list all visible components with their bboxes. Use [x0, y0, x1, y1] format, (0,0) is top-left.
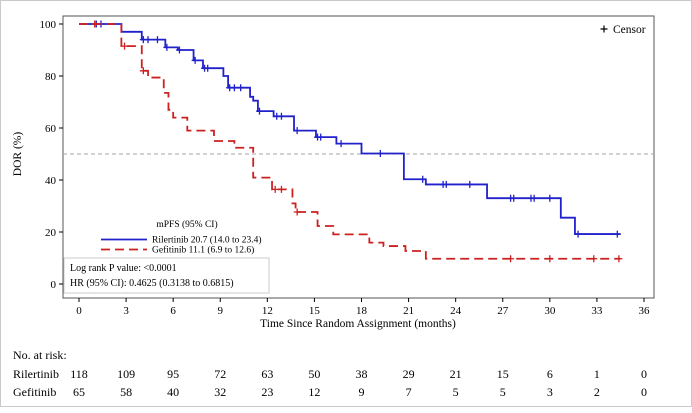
risk-count: 9 — [359, 385, 365, 399]
risk-count: 3 — [547, 385, 553, 399]
censor-marks-gefitinib — [91, 20, 623, 263]
x-tick-label: 36 — [639, 305, 651, 317]
censor-plus-icon — [600, 25, 608, 33]
risk-count: 15 — [497, 367, 509, 381]
y-tick-label: 60 — [45, 123, 57, 135]
risk-table: No. at risk: Rilertinib 118 109 95 72 63 50 38 2… — [13, 348, 647, 399]
plot-frame — [62, 15, 655, 299]
risk-count: 7 — [406, 385, 412, 399]
x-tick-label: 30 — [544, 305, 556, 317]
risk-count: 21 — [450, 367, 462, 381]
x-tick-label: 0 — [76, 305, 82, 317]
risk-count: 2 — [594, 385, 600, 399]
x-tick-label: 18 — [356, 305, 368, 317]
y-tick-label: 20 — [45, 227, 57, 239]
risk-count: 58 — [120, 385, 132, 399]
risk-count: 32 — [214, 385, 226, 399]
risk-count: 12 — [308, 385, 320, 399]
x-tick-label: 12 — [262, 305, 273, 317]
risk-rows-layer: Rilertinib 118 109 95 72 63 50 38 29 21 15 6 1 0Gefit… — [13, 367, 647, 399]
curve-rilertinib — [79, 23, 621, 235]
censor-legend: Censor — [600, 24, 646, 36]
x-tick-label: 21 — [403, 305, 414, 317]
risk-count: 65 — [73, 385, 85, 399]
y-tick-label: 100 — [40, 19, 57, 31]
risk-count: 50 — [308, 367, 320, 381]
curve-gefitinib — [79, 23, 621, 260]
risk-row-label: Rilertinib — [13, 367, 59, 381]
stats-box-border — [63, 257, 270, 294]
x-tick-label: 6 — [170, 305, 176, 317]
risk-count: 72 — [214, 367, 226, 381]
risk-count: 38 — [356, 367, 368, 381]
legend-label-gefitinib: Gefitinib 11.1 (6.9 to 12.6) — [152, 245, 254, 256]
risk-count: 5 — [500, 385, 506, 399]
stats-box: Log rank P value: <0.0001 HR (95% CI): 0… — [63, 257, 270, 294]
y-tick-label: 40 — [45, 175, 57, 187]
risk-count: 40 — [167, 385, 179, 399]
x-tick-label: 33 — [591, 305, 603, 317]
risk-count: 0 — [641, 385, 647, 399]
survival-curves-layer — [79, 20, 623, 263]
x-tick-label: 24 — [450, 305, 462, 317]
risk-count: 6 — [547, 367, 553, 381]
risk-count: 109 — [117, 367, 135, 381]
x-tick-label: 15 — [309, 305, 321, 317]
risk-count: 0 — [641, 367, 647, 381]
x-tick-label: 9 — [218, 305, 224, 317]
censor-marks-rilertinib — [92, 20, 621, 238]
risk-count: 95 — [167, 367, 179, 381]
x-tick-label: 27 — [497, 305, 509, 317]
risk-count: 1 — [594, 367, 600, 381]
y-tick-label: 80 — [45, 71, 57, 83]
y-tick-label: 0 — [51, 279, 57, 291]
risk-count: 5 — [453, 385, 459, 399]
hazard-ratio: HR (95% CI): 0.4625 (0.3138 to 0.6815) — [70, 278, 234, 289]
risk-count: 118 — [70, 367, 88, 381]
legend-title: mPFS (95% CI) — [156, 219, 217, 230]
legend-label-rilertinib: Rilertinib 20.7 (14.0 to 23.4) — [152, 235, 262, 246]
mpfs-legend: mPFS (95% CI) Rilertinib 20.7 (14.0 to 2… — [101, 219, 262, 256]
risk-row-label: Gefitinib — [13, 385, 56, 399]
risk-count: 23 — [261, 385, 273, 399]
censor-legend-label: Censor — [613, 24, 646, 36]
x-tick-label: 3 — [123, 305, 129, 317]
risk-table-header: No. at risk: — [13, 348, 67, 362]
logrank-p-value: Log rank P value: <0.0001 — [70, 263, 177, 274]
x-axis-title: Time Since Random Assignment (months) — [260, 318, 456, 330]
y-axis-title: DOR (%) — [12, 132, 24, 177]
risk-count: 63 — [261, 367, 273, 381]
risk-count: 29 — [403, 367, 415, 381]
